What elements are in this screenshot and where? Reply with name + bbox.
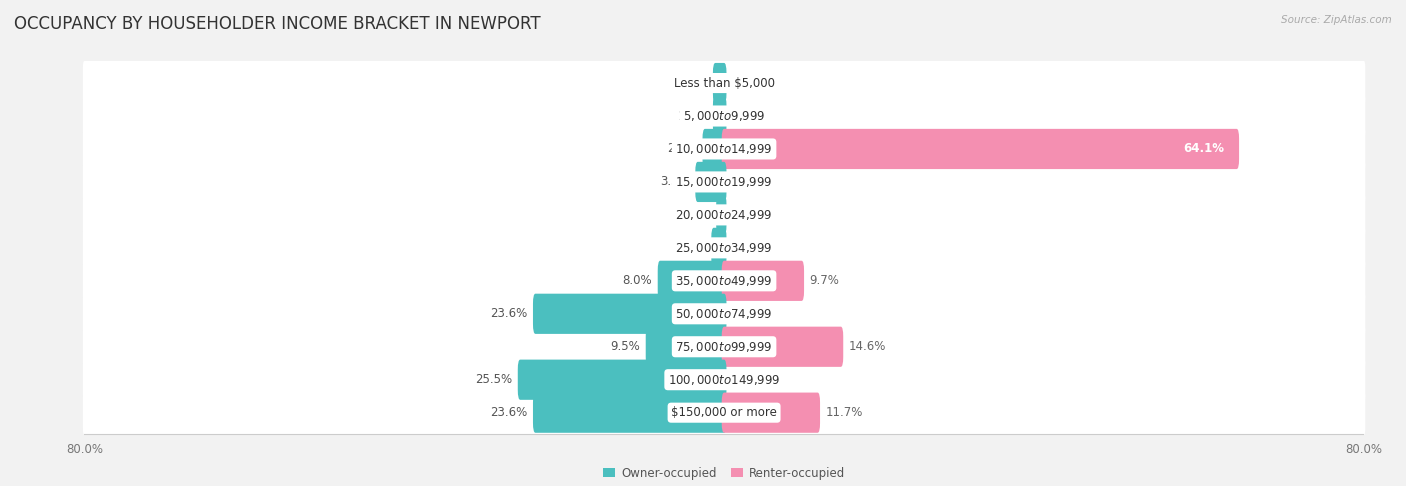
FancyBboxPatch shape	[645, 327, 727, 367]
Text: OCCUPANCY BY HOUSEHOLDER INCOME BRACKET IN NEWPORT: OCCUPANCY BY HOUSEHOLDER INCOME BRACKET …	[14, 15, 541, 33]
FancyBboxPatch shape	[658, 260, 727, 301]
FancyBboxPatch shape	[696, 162, 727, 202]
FancyBboxPatch shape	[83, 259, 1365, 303]
FancyBboxPatch shape	[83, 61, 1365, 105]
FancyBboxPatch shape	[83, 94, 1365, 138]
Text: $20,000 to $24,999: $20,000 to $24,999	[675, 208, 773, 222]
Text: $50,000 to $74,999: $50,000 to $74,999	[675, 307, 773, 321]
Text: 2.4%: 2.4%	[666, 142, 697, 156]
FancyBboxPatch shape	[703, 129, 727, 169]
Text: $100,000 to $149,999: $100,000 to $149,999	[668, 373, 780, 387]
Text: 23.6%: 23.6%	[491, 307, 527, 320]
FancyBboxPatch shape	[83, 325, 1365, 369]
Text: Less than $5,000: Less than $5,000	[673, 76, 775, 89]
FancyBboxPatch shape	[83, 193, 1365, 237]
Text: $25,000 to $34,999: $25,000 to $34,999	[675, 241, 773, 255]
Text: 3.3%: 3.3%	[659, 175, 690, 189]
FancyBboxPatch shape	[83, 160, 1365, 204]
Text: 1.3%: 1.3%	[676, 242, 706, 254]
FancyBboxPatch shape	[83, 358, 1365, 402]
Text: 14.6%: 14.6%	[849, 340, 886, 353]
FancyBboxPatch shape	[711, 228, 727, 268]
Text: Source: ZipAtlas.com: Source: ZipAtlas.com	[1281, 15, 1392, 25]
FancyBboxPatch shape	[713, 63, 727, 103]
FancyBboxPatch shape	[721, 327, 844, 367]
FancyBboxPatch shape	[83, 127, 1365, 171]
Text: $15,000 to $19,999: $15,000 to $19,999	[675, 175, 773, 189]
Text: 23.6%: 23.6%	[491, 406, 527, 419]
FancyBboxPatch shape	[83, 292, 1365, 336]
FancyBboxPatch shape	[721, 129, 1239, 169]
Text: 1.1%: 1.1%	[678, 109, 707, 122]
Text: 25.5%: 25.5%	[475, 373, 512, 386]
Text: 9.5%: 9.5%	[610, 340, 640, 353]
Text: 64.1%: 64.1%	[1184, 142, 1225, 156]
FancyBboxPatch shape	[713, 96, 727, 136]
Text: $75,000 to $99,999: $75,000 to $99,999	[675, 340, 773, 354]
FancyBboxPatch shape	[721, 393, 820, 433]
FancyBboxPatch shape	[533, 294, 727, 334]
FancyBboxPatch shape	[533, 393, 727, 433]
Text: 8.0%: 8.0%	[623, 274, 652, 287]
FancyBboxPatch shape	[716, 195, 727, 235]
Text: 9.7%: 9.7%	[810, 274, 839, 287]
FancyBboxPatch shape	[83, 391, 1365, 435]
Text: 1.1%: 1.1%	[678, 76, 707, 89]
Text: 11.7%: 11.7%	[825, 406, 863, 419]
FancyBboxPatch shape	[83, 226, 1365, 270]
FancyBboxPatch shape	[721, 260, 804, 301]
Text: $35,000 to $49,999: $35,000 to $49,999	[675, 274, 773, 288]
Text: $10,000 to $14,999: $10,000 to $14,999	[675, 142, 773, 156]
Legend: Owner-occupied, Renter-occupied: Owner-occupied, Renter-occupied	[599, 462, 849, 485]
Text: 0.69%: 0.69%	[673, 208, 710, 222]
Text: $5,000 to $9,999: $5,000 to $9,999	[683, 109, 765, 123]
FancyBboxPatch shape	[517, 360, 727, 400]
Text: $150,000 or more: $150,000 or more	[671, 406, 778, 419]
